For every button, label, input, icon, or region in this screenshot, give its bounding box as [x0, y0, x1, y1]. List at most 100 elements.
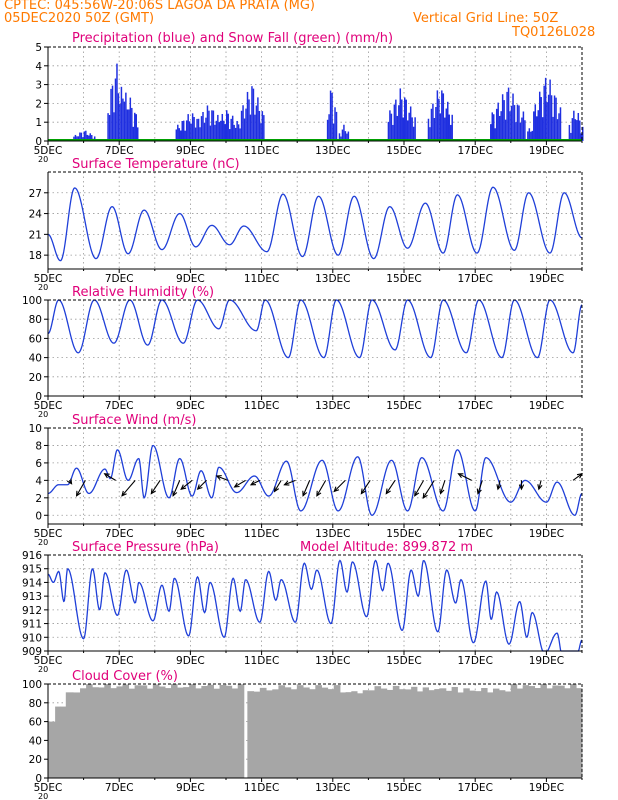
x-tick-label: 15DEC — [386, 655, 421, 667]
precip-bar — [119, 103, 121, 141]
y-tick-label: 4 — [35, 61, 42, 73]
precip-bar — [126, 109, 129, 141]
precip-bar — [438, 98, 440, 141]
cloud-bar — [528, 686, 536, 778]
precip-bar — [329, 90, 332, 141]
precip-bar — [193, 117, 195, 141]
precip-bar — [231, 115, 234, 141]
cloud-bar — [534, 688, 541, 778]
precip-bar — [402, 117, 404, 141]
precip-bar — [331, 92, 333, 141]
wind-arrow — [284, 479, 296, 486]
cloud-bar — [177, 687, 184, 778]
cloud-bar — [219, 684, 227, 778]
precip-bar — [206, 105, 209, 141]
y-tick-label: 911 — [22, 619, 42, 631]
precip-bar — [220, 120, 222, 141]
precip-bar — [389, 110, 391, 141]
panel-extra-label-pres: Model Altitude: 899.872 m — [300, 540, 473, 555]
precip-bar — [326, 119, 329, 141]
cloud-bar — [327, 689, 335, 778]
precip-bar — [556, 119, 559, 141]
wind-arrow-head — [422, 492, 428, 500]
x-tick-label: 19DEC — [529, 655, 564, 667]
precip-bar — [498, 115, 501, 141]
precip-bar — [530, 131, 532, 141]
precip-bar — [255, 105, 258, 141]
precip-bar — [89, 133, 92, 141]
x-tick-label: 7DEC — [105, 655, 134, 667]
precip-bar — [111, 85, 114, 141]
precip-bar — [506, 91, 508, 141]
cloud-bar — [434, 689, 441, 778]
precip-bar — [217, 114, 219, 141]
precip-bar — [257, 97, 259, 141]
precip-bar — [401, 99, 403, 141]
precip-bar — [200, 116, 203, 141]
y-tick-label: 10 — [29, 423, 42, 435]
precip-bar — [73, 136, 75, 141]
cloud-bar — [374, 686, 382, 778]
precip-bar — [230, 118, 232, 141]
wind-arrow-head — [414, 490, 420, 497]
precip-bar — [180, 130, 182, 141]
cloud-bar — [207, 684, 214, 778]
x-tick-label: 15DEC — [386, 400, 421, 412]
precip-bar — [398, 105, 400, 141]
y-tick-label: 1 — [35, 117, 42, 129]
precip-bar — [117, 93, 120, 141]
precip-bar — [226, 110, 228, 141]
precip-bar — [191, 113, 194, 141]
precip-bar — [534, 104, 537, 141]
precip-bar — [182, 120, 185, 141]
precip-bar — [175, 129, 178, 141]
precip-bar — [393, 104, 396, 141]
precip-bar — [518, 105, 520, 141]
cloud-bar — [457, 692, 464, 778]
precip-bar — [495, 108, 498, 141]
precip-bar — [227, 113, 229, 141]
precip-bar — [449, 124, 452, 141]
precip-bar — [395, 99, 397, 141]
wind-arrow — [385, 480, 396, 494]
series-line-temp — [47, 186, 583, 262]
precip-bar — [435, 106, 437, 141]
x-tick-label: 15DEC — [386, 528, 421, 540]
precip-bar — [332, 123, 335, 141]
cloud-bar — [422, 687, 429, 778]
precip-bar — [445, 108, 448, 141]
wind-arrow-head — [537, 484, 543, 491]
wind-arrow — [234, 479, 246, 488]
wind-arrow-head — [273, 486, 280, 493]
precip-bar — [533, 111, 535, 141]
precip-bar — [537, 110, 539, 141]
precip-bar — [404, 97, 406, 141]
x-tick-label: 17DEC — [457, 400, 492, 412]
x-tick-label: 15DEC — [386, 145, 421, 157]
precip-bar — [436, 90, 439, 141]
cloud-bar — [146, 688, 154, 778]
cloud-bar — [201, 686, 208, 778]
precip-bar — [110, 88, 112, 141]
precip-bar — [429, 127, 431, 141]
precip-bar — [536, 116, 538, 141]
x-tick-label: 17DEC — [457, 273, 492, 285]
wind-arrow — [414, 480, 425, 497]
y-tick-label: 40 — [29, 735, 42, 747]
cloud-bar — [333, 685, 341, 778]
precip-bar — [408, 112, 410, 141]
x-tick-label: 17DEC — [457, 145, 492, 157]
cloud-bar — [104, 684, 111, 778]
precip-bar — [414, 117, 416, 141]
wind-arrow-head — [233, 482, 240, 488]
x-tick-label: 7DEC — [105, 273, 134, 285]
cloud-bar — [493, 688, 500, 778]
precip-bar — [521, 117, 523, 141]
wind-arrow — [360, 480, 371, 494]
precip-bar — [531, 130, 534, 141]
wind-arrow — [150, 480, 161, 494]
precip-bar — [239, 128, 241, 141]
precip-bar — [120, 86, 123, 141]
